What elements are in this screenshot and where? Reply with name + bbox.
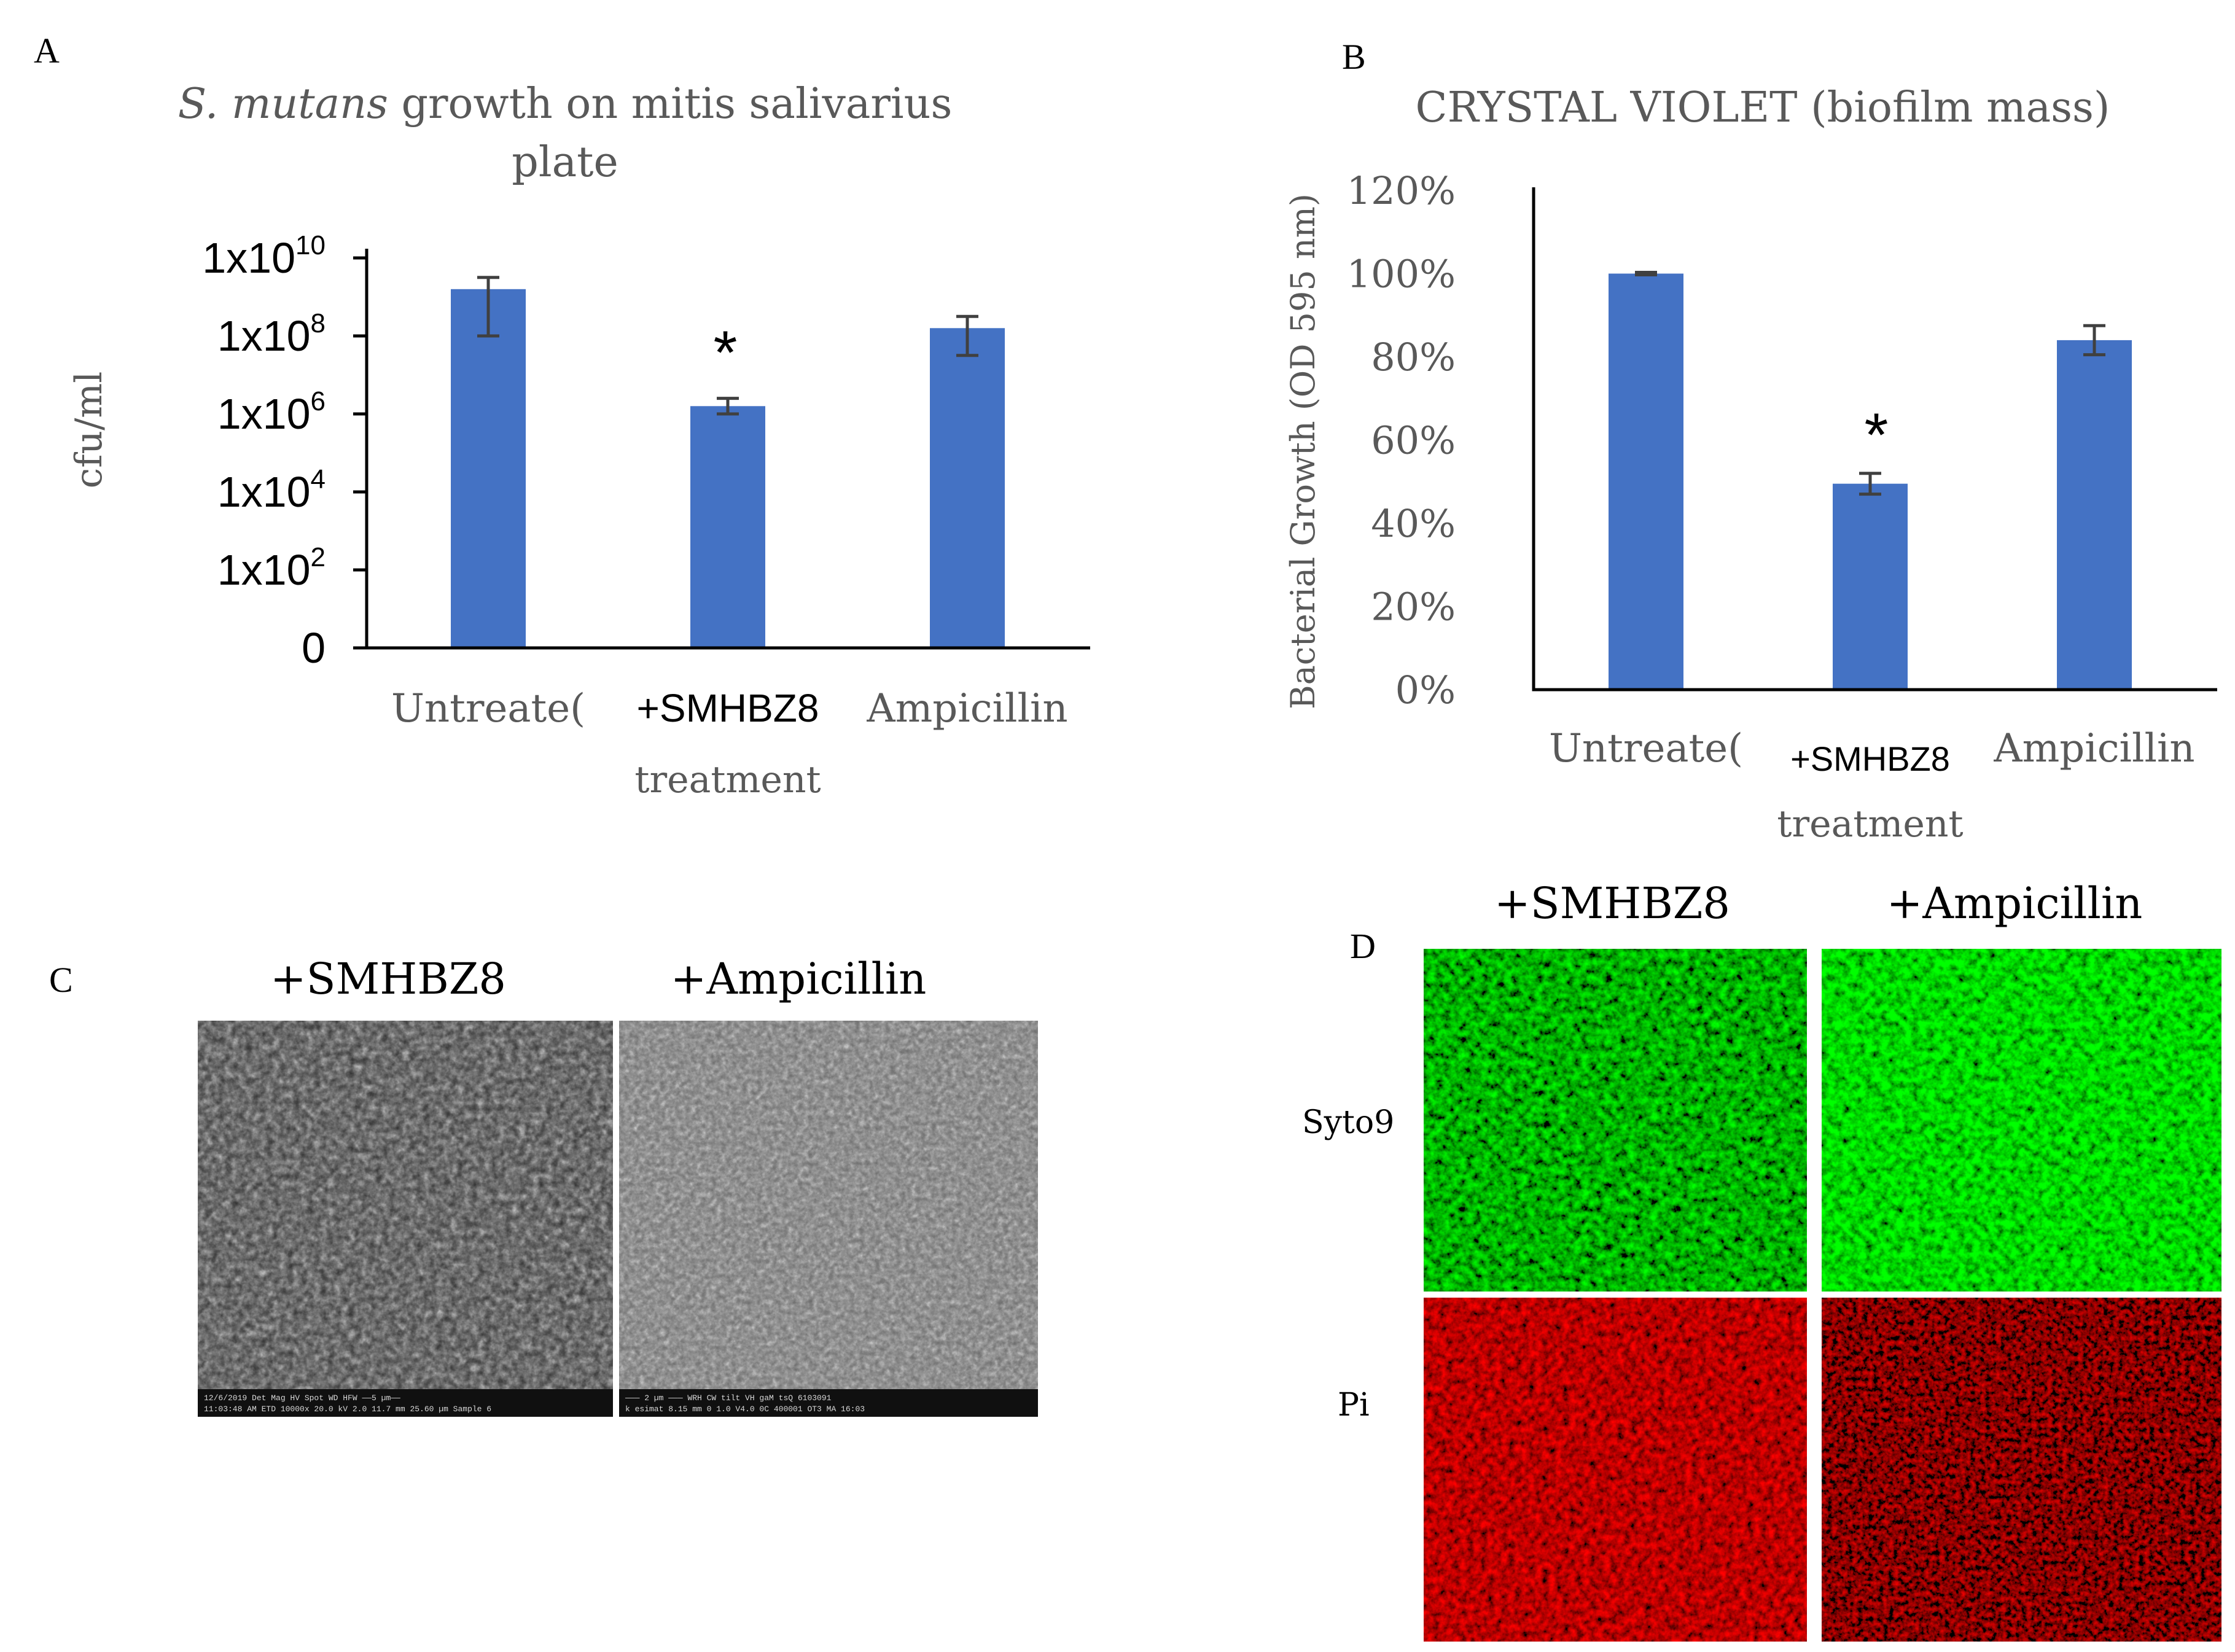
- chart-b-category-labels: Untreate( +SMHBZ8 Ampicillin: [1549, 726, 2195, 778]
- chart-b-category-label: Untreate(: [1549, 726, 1743, 771]
- confocal-col-label-smhbz8: +SMHBZ8: [1494, 878, 1730, 929]
- chart-b-ytick-label: 60%: [1371, 418, 1456, 463]
- chart-a-error-bar: [717, 397, 739, 416]
- panel-b: B CRYSTAL VIOLET (biofilm mass) Bacteria…: [1284, 37, 2217, 846]
- chart-a-bars: *: [451, 276, 1005, 648]
- chart-a-title-italic: S. mutans: [178, 80, 388, 128]
- chart-b-ytick-label: 80%: [1371, 335, 1456, 380]
- chart-a-category-label: Untreate(: [391, 686, 585, 731]
- chart-a-error-bar: [956, 314, 978, 357]
- chart-b-y-ticks: 0% 20% 40% 60% 80% 100% 120%: [1347, 168, 1456, 712]
- chart-a-title-line2: plate: [512, 138, 618, 187]
- chart-a-ylabel: cfu/ml: [68, 372, 111, 489]
- chart-a-error-bar: [477, 276, 499, 338]
- chart-a-ytick-label: 1x106: [217, 386, 326, 438]
- chart-a-category-label: Ampicillin: [866, 686, 1067, 731]
- confocal-syto9-smhbz8: [1424, 949, 1807, 1292]
- chart-b-bar: [1833, 483, 1908, 690]
- chart-a-ytick-label: 1x1010: [202, 230, 326, 282]
- confocal-pi-smhbz8: [1424, 1298, 1807, 1642]
- svg-text:12/6/2019 Det Mag HV Spo: 12/6/2019 Det Mag HV Spot WD HFW ——5 µm—…: [204, 1393, 400, 1403]
- sem-label-ampicillin: +Ampicillin: [671, 954, 927, 1004]
- chart-b-bars: *: [1609, 270, 2132, 690]
- chart-b-ytick-label: 20%: [1371, 585, 1456, 629]
- chart-b-axes: [1532, 187, 2217, 692]
- chart-a-bar: [690, 406, 765, 648]
- sem-image-ampicillin: ——— 2 µm ——— WRH CW tilt VH gaM tsQ 6103…: [619, 1021, 1038, 1417]
- svg-text:11:03:48 AM ETD 10000x 20.0 kV: 11:03:48 AM ETD 10000x 20.0 kV 2.0 11.7 …: [204, 1405, 491, 1414]
- chart-b-ytick-label: 120%: [1347, 168, 1456, 213]
- chart-b-category-label: Ampicillin: [1993, 726, 2194, 771]
- panel-a: A S. mutans growth on mitis salivarius p…: [34, 31, 1090, 801]
- chart-a-bar: [930, 328, 1005, 648]
- svg-text:k esimat 8.15 mm 0 1.0 V4.0: k esimat 8.15 mm 0 1.0 V4.0 0C 400001 OT…: [625, 1405, 865, 1414]
- confocal-row-label-pi: Pi: [1338, 1387, 1370, 1424]
- chart-a-ytick-label: 0: [302, 624, 326, 672]
- chart-b-error-bar: [2083, 324, 2105, 357]
- chart-b-ytick-label: 0%: [1395, 668, 1456, 712]
- chart-b-bar: [1609, 273, 1683, 690]
- panel-d: D +SMHBZ8 +Ampicillin Syto9 Pi: [1302, 878, 2221, 1642]
- chart-b-bar: [2057, 340, 2132, 690]
- chart-b-ylabel: Bacterial Growth (OD 595 nm): [1284, 193, 1322, 709]
- confocal-syto9-ampicillin: [1822, 949, 2221, 1292]
- panel-letter-d: D: [1350, 926, 1376, 966]
- chart-a-significance-star: *: [714, 319, 738, 388]
- panel-letter-c: C: [49, 960, 73, 1000]
- chart-b-ytick-label: 40%: [1371, 501, 1456, 546]
- chart-a-xlabel: treatment: [634, 758, 821, 801]
- chart-b-xlabel: treatment: [1777, 803, 1963, 846]
- chart-a-title: S. mutans growth on mitis salivarius: [178, 80, 953, 128]
- chart-a-ytick-label: 1x102: [217, 542, 326, 594]
- chart-a-bar: [451, 289, 526, 648]
- chart-b-significance-star: *: [1865, 401, 1889, 470]
- chart-b-error-bar: [1859, 472, 1881, 496]
- chart-a-title-rest: growth on mitis salivarius: [388, 80, 953, 128]
- chart-a-ytick-label: 1x104: [217, 464, 326, 516]
- confocal-pi-ampicillin: [1822, 1298, 2221, 1642]
- chart-a-axes: [365, 249, 1090, 650]
- panel-c: C +SMHBZ8 +Ampicillin 12/6/2019 Det Mag …: [49, 954, 1038, 1417]
- chart-b-category-label: +SMHBZ8: [1790, 739, 1950, 778]
- chart-a-y-ticks: 0 1x102 1x104 1x106 1x108 1x1010: [202, 230, 367, 672]
- panel-letter-a: A: [34, 31, 60, 71]
- sem-image-smhbz8: 12/6/2019 Det Mag HV Spot WD HFW ——5 µm—…: [198, 1021, 613, 1417]
- confocal-row-label-syto9: Syto9: [1302, 1104, 1394, 1141]
- chart-b-title: CRYSTAL VIOLET (biofilm mass): [1416, 84, 2110, 132]
- chart-b-error-bar: [1635, 270, 1657, 277]
- confocal-col-label-ampicillin: +Ampicillin: [1887, 878, 2143, 929]
- panel-letter-b: B: [1342, 37, 1366, 77]
- chart-b-ytick-label: 100%: [1347, 252, 1456, 297]
- chart-a-ytick-label: 1x108: [217, 308, 326, 360]
- chart-a-category-labels: Untreate( +SMHBZ8 Ampicillin: [391, 686, 1068, 731]
- svg-text:——— 2 µm ——— WRH CW tilt: ——— 2 µm ——— WRH CW tilt VH gaM tsQ 6103…: [625, 1393, 832, 1403]
- sem-label-smhbz8: +SMHBZ8: [270, 954, 506, 1004]
- chart-a-category-label: +SMHBZ8: [637, 686, 819, 730]
